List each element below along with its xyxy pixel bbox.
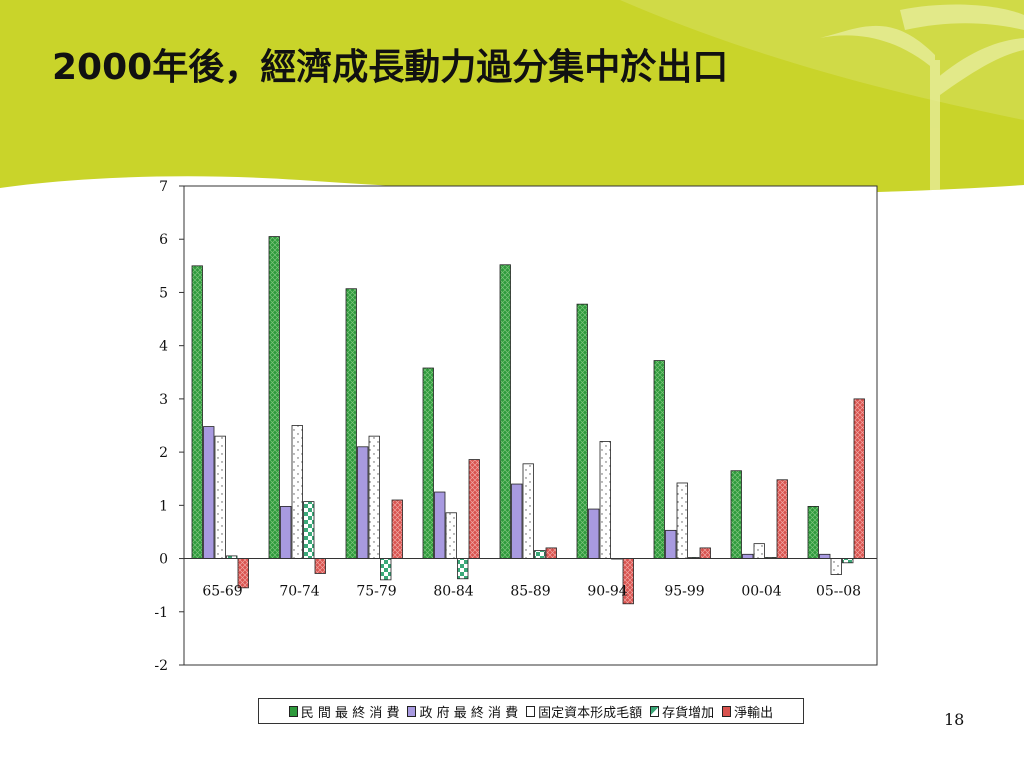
x-tick-label: 95-99 bbox=[664, 584, 704, 600]
y-tick-label: 3 bbox=[159, 392, 168, 408]
bar-net-exports-85-89 bbox=[545, 547, 557, 559]
bar-government-consumption-05--08 bbox=[819, 553, 831, 559]
bar-net-exports-00-04 bbox=[776, 479, 788, 559]
legend-swatch bbox=[526, 705, 536, 717]
y-tick-label: 6 bbox=[159, 232, 168, 248]
bar-fixed-capital-95-99 bbox=[676, 482, 688, 559]
bar-private-consumption-80-84 bbox=[422, 367, 434, 559]
bar-fixed-capital-75-79 bbox=[368, 435, 380, 559]
bar-private-consumption-75-79 bbox=[345, 288, 357, 559]
y-tick-label: 0 bbox=[159, 552, 168, 568]
legend-item-inventory: 存貨增加 bbox=[650, 702, 714, 721]
bar-fixed-capital-65-69 bbox=[214, 435, 226, 559]
y-tick-label: -1 bbox=[154, 605, 168, 621]
bar-government-consumption-75-79 bbox=[357, 446, 369, 559]
bar-private-consumption-85-89 bbox=[499, 264, 511, 559]
bar-inventory-70-74 bbox=[303, 501, 315, 559]
header-banner bbox=[0, 0, 1024, 195]
bar-private-consumption-95-99 bbox=[653, 360, 665, 559]
bar-inventory-05--08 bbox=[842, 558, 854, 564]
x-tick-label: 65-69 bbox=[202, 584, 242, 600]
bars bbox=[191, 236, 865, 605]
bar-fixed-capital-70-74 bbox=[291, 425, 303, 559]
tree-silhouette-icon bbox=[820, 4, 1024, 190]
legend-label: 民 間 最 終 消 費 bbox=[300, 705, 400, 721]
bar-inventory-85-89 bbox=[534, 550, 546, 559]
legend-swatch bbox=[407, 705, 417, 717]
chart-legend: 民 間 最 終 消 費 政 府 最 終 消 費 固定資本形成毛額 存貨增加 淨輸… bbox=[258, 698, 804, 724]
bar-government-consumption-65-69 bbox=[203, 426, 215, 559]
legend-label: 淨輸出 bbox=[734, 705, 774, 721]
bar-net-exports-80-84 bbox=[468, 459, 480, 559]
legend-item-government-consumption: 政 府 最 終 消 費 bbox=[407, 702, 518, 721]
bar-fixed-capital-00-04 bbox=[753, 543, 765, 559]
x-tick-label: 70-74 bbox=[279, 584, 319, 600]
x-tick-label: 00-04 bbox=[741, 584, 781, 600]
legend-item-fixed-capital: 固定資本形成毛額 bbox=[526, 702, 642, 721]
bar-government-consumption-95-99 bbox=[665, 529, 677, 559]
bar-government-consumption-80-84 bbox=[434, 491, 446, 559]
bar-government-consumption-70-74 bbox=[280, 505, 292, 559]
bar-government-consumption-00-04 bbox=[742, 553, 754, 559]
y-tick-label: 2 bbox=[159, 445, 168, 461]
x-axis-labels: 65-69 70-74 75-79 80-84 85-89 90-94 95-99 00-04… bbox=[202, 584, 861, 600]
bar-inventory-75-79 bbox=[380, 558, 392, 581]
bar-private-consumption-90-94 bbox=[576, 303, 588, 559]
legend-swatch bbox=[650, 705, 660, 717]
bar-net-exports-95-99 bbox=[699, 547, 711, 559]
bar-fixed-capital-80-84 bbox=[445, 512, 457, 559]
bar-government-consumption-90-94 bbox=[588, 508, 600, 559]
bar-government-consumption-85-89 bbox=[511, 483, 523, 559]
x-tick-label: 75-79 bbox=[356, 584, 396, 600]
y-tick-label: 1 bbox=[159, 498, 168, 514]
x-tick-label: 90-94 bbox=[587, 584, 627, 600]
y-tick-label: 7 bbox=[159, 179, 168, 195]
legend-swatch bbox=[722, 705, 732, 717]
bar-inventory-80-84 bbox=[457, 558, 469, 580]
legend-swatch bbox=[288, 705, 298, 717]
x-tick-label: 85-89 bbox=[510, 584, 550, 600]
legend-label: 政 府 最 終 消 費 bbox=[419, 705, 519, 721]
x-tick-label: 05--08 bbox=[816, 584, 861, 600]
bar-private-consumption-65-69 bbox=[191, 265, 203, 559]
y-tick-label: -2 bbox=[154, 658, 168, 674]
legend-label: 固定資本形成毛額 bbox=[538, 705, 643, 721]
legend-item-net-exports: 淨輸出 bbox=[722, 702, 773, 721]
legend-item-private-consumption: 民 間 最 終 消 費 bbox=[288, 702, 400, 721]
bar-private-consumption-70-74 bbox=[268, 236, 280, 559]
slide-title: 2000年後，經濟成長動力過分集中於出口 bbox=[52, 47, 729, 88]
x-tick-label: 80-84 bbox=[433, 584, 473, 600]
page-number: 18 bbox=[944, 710, 965, 729]
y-tick-label: 5 bbox=[159, 285, 168, 301]
bar-fixed-capital-85-89 bbox=[522, 463, 534, 559]
bar-private-consumption-00-04 bbox=[730, 470, 742, 559]
legend-label: 存貨增加 bbox=[662, 705, 715, 721]
y-tick-label: 4 bbox=[159, 339, 168, 355]
bar-net-exports-05--08 bbox=[853, 398, 865, 559]
bar-net-exports-75-79 bbox=[391, 499, 403, 559]
bar-private-consumption-05--08 bbox=[807, 505, 819, 559]
y-axis: -2 -1 0 1 2 3 4 5 6 7 bbox=[154, 179, 184, 674]
bar-fixed-capital-05--08 bbox=[830, 558, 842, 575]
bar-net-exports-70-74 bbox=[314, 558, 326, 574]
bar-fixed-capital-90-94 bbox=[599, 441, 611, 559]
